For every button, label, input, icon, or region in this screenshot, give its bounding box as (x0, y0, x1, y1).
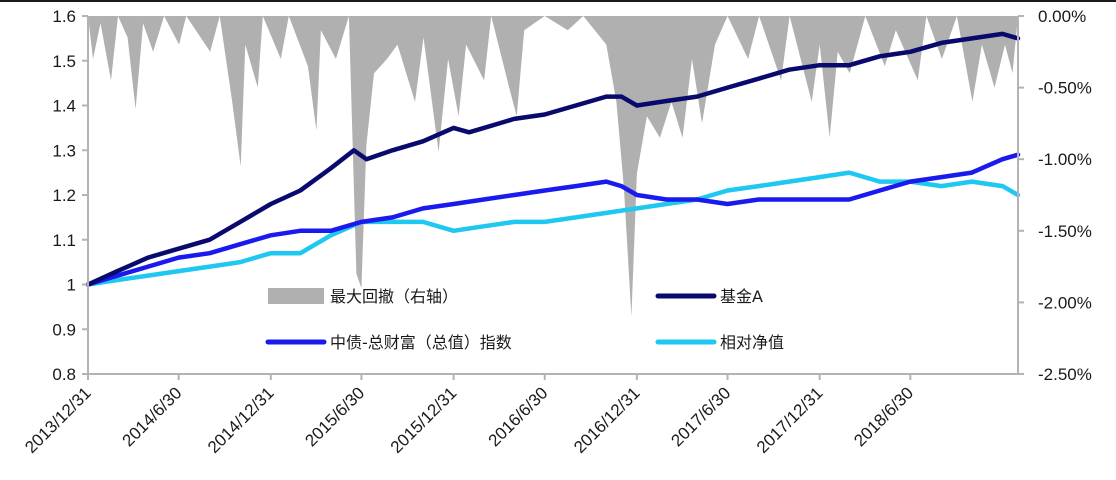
left-tick-label: 1 (67, 276, 76, 295)
left-tick-label: 1.6 (52, 7, 76, 26)
x-tick-label: 2014/12/31 (204, 383, 278, 457)
x-tick-label: 2015/6/30 (301, 383, 368, 450)
x-tick-label: 2017/12/31 (753, 383, 827, 457)
left-tick-label: 0.9 (52, 320, 76, 339)
right-tick-label: -0.50% (1038, 79, 1092, 98)
drawdown-area-layer (88, 16, 1018, 317)
right-tick-label: -2.00% (1038, 293, 1092, 312)
x-tick-label: 2015/12/31 (387, 383, 461, 457)
axes-layer: 0.8 0.9 1 1.1 1.2 1.3 1.4 1.5 1.6 -2.50% -2.00% -1.… (21, 7, 1092, 457)
left-tick-label: 0.8 (52, 365, 76, 384)
left-tick-label: 1.3 (52, 141, 76, 160)
x-tick-label: 2017/6/30 (667, 383, 734, 450)
relative-nav-area (88, 16, 1018, 317)
left-tick-label: 1.1 (52, 231, 76, 250)
legend-label-fund-a: 中债-总财富（总值）指数 (330, 333, 512, 352)
legend-label-bond-index: 相对净值 (720, 333, 784, 352)
x-tick-label: 2013/12/31 (21, 383, 95, 457)
left-tick-label: 1.2 (52, 186, 76, 205)
left-tick-label: 1.5 (52, 52, 76, 71)
bond-index-line (85, 170, 1021, 287)
right-tick-label: -1.00% (1038, 150, 1092, 169)
legend-swatch-relative-nav (268, 288, 324, 304)
right-tick-label: 0.00% (1038, 7, 1086, 26)
legend: 最大回撤（右轴） 基金A 中债-总财富（总值）指数 相对净值 (265, 287, 784, 352)
legend-label-relative-nav: 最大回撤（右轴） (330, 287, 458, 306)
fund-a-line (85, 152, 1021, 287)
x-tick-label: 2016/6/30 (485, 383, 552, 450)
drawdown-line (85, 31, 1021, 287)
right-tick-label: -1.50% (1038, 222, 1092, 241)
series-lines-layer (85, 31, 1021, 287)
legend-label-drawdown: 基金A (720, 287, 763, 306)
x-tick-label: 2014/6/30 (119, 383, 186, 450)
x-tick-label: 2016/12/31 (570, 383, 644, 457)
left-tick-label: 1.4 (52, 97, 76, 116)
x-tick-label: 2018/6/30 (850, 383, 917, 450)
right-tick-label: -2.50% (1038, 365, 1092, 384)
